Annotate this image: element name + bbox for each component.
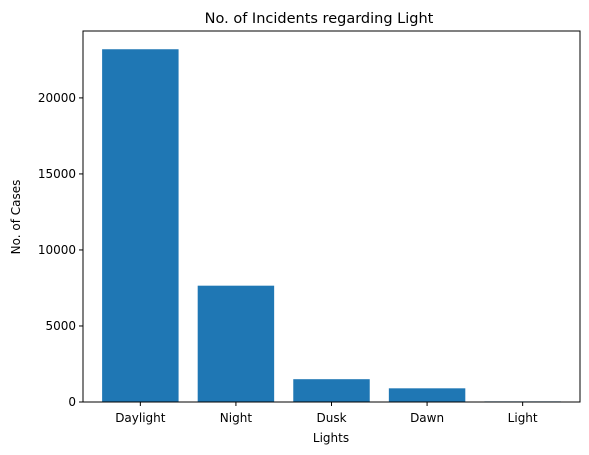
x-tick-label: Daylight: [115, 411, 166, 425]
chart-title: No. of Incidents regarding Light: [205, 11, 434, 27]
x-tick-label: Dusk: [316, 411, 346, 425]
bar-dawn: [388, 388, 466, 402]
x-tick-label: Night: [220, 411, 253, 425]
bar-dusk: [293, 379, 370, 402]
y-axis-ticks: 0 5000 10000 15000 20000: [38, 91, 83, 409]
y-tick-label: 20000: [38, 91, 76, 105]
y-tick-label: 0: [68, 395, 76, 409]
x-tick-label: Light: [508, 411, 538, 425]
bar-night: [197, 285, 275, 402]
y-axis-label: No. of Cases: [9, 180, 23, 255]
bar-daylight: [102, 49, 179, 402]
bars-group: [102, 49, 561, 403]
x-axis-label: Lights: [313, 431, 349, 445]
y-tick-label: 10000: [38, 243, 76, 257]
x-tick-label: Dawn: [410, 411, 444, 425]
y-tick-label: 15000: [38, 167, 76, 181]
y-tick-label: 5000: [45, 319, 76, 333]
x-axis-ticks: Daylight Night Dusk Dawn Light: [115, 402, 538, 425]
